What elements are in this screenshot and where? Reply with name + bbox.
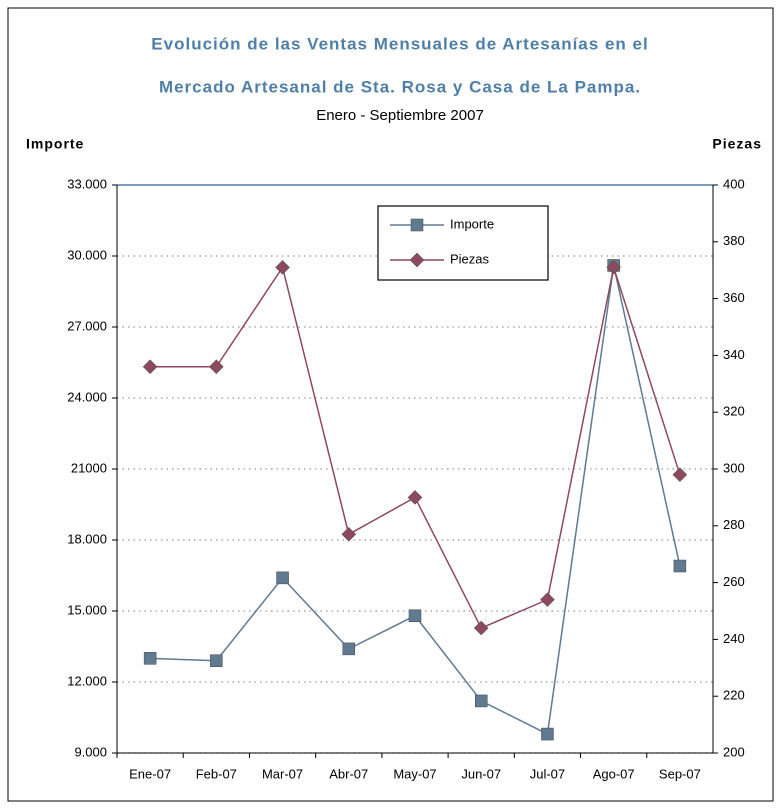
chart-subtitle: Enero - Septiembre 2007 [316, 107, 484, 124]
x-tick-label: Ene-07 [129, 766, 171, 781]
data-point [407, 490, 423, 505]
x-tick-label: Feb-07 [196, 766, 237, 781]
data-point [541, 727, 554, 741]
x-tick-label: Sep-07 [659, 766, 701, 781]
y2-tick-label: 360 [723, 290, 745, 305]
data-point [341, 526, 357, 542]
y-tick-label: 33.000 [67, 176, 107, 191]
data-point [606, 260, 622, 275]
chart-title: Mercado Artesanal de Sta. Rosa y Casa de… [159, 77, 641, 96]
x-tick-label: Jun-07 [461, 766, 501, 781]
chart-border [7, 7, 774, 802]
y-tick-label: 12.000 [67, 673, 107, 688]
y-tick-label: 15.000 [67, 602, 107, 617]
y-tick-label: 24.000 [67, 389, 107, 404]
y2-tick-label: 200 [723, 744, 745, 759]
y-axis-label: Importe [26, 136, 84, 152]
y2-tick-label: 380 [723, 233, 745, 248]
x-tick-label: Jul-07 [530, 766, 565, 781]
data-point [408, 609, 422, 622]
data-point [275, 260, 290, 275]
y-tick-label: 21000 [71, 460, 107, 475]
data-point [540, 592, 555, 607]
data-point [143, 652, 157, 665]
y-tick-label: 30.000 [67, 247, 107, 262]
x-tick-label: Ago-07 [593, 766, 635, 781]
legend-marker [410, 218, 424, 232]
x-tick-label: May-07 [393, 766, 436, 781]
data-point [673, 559, 687, 573]
y-tick-label: 27.000 [67, 318, 107, 333]
legend-label: Piezas [450, 251, 490, 266]
chart-title: Evolución de las Ventas Mensuales de Art… [151, 34, 648, 53]
y-tick-label: 9.000 [74, 744, 107, 759]
legend-marker [409, 252, 425, 268]
x-tick-label: Abr-07 [329, 766, 368, 781]
data-point [342, 642, 356, 656]
legend-box [377, 205, 549, 281]
data-point [142, 359, 158, 375]
y2-tick-label: 340 [723, 347, 745, 362]
data-point [474, 694, 488, 708]
y2-tick-label: 320 [723, 404, 745, 419]
y2-tick-label: 260 [723, 574, 745, 589]
y2-tick-label: 280 [723, 517, 745, 532]
y2-axis-label: Piezas [712, 136, 762, 152]
data-point [208, 359, 224, 375]
y2-tick-label: 240 [723, 631, 745, 646]
data-point [672, 467, 688, 483]
data-point [276, 571, 289, 585]
data-point [473, 620, 489, 636]
y-tick-label: 18.000 [67, 531, 107, 546]
x-tick-label: Mar-07 [262, 766, 303, 781]
data-point [210, 654, 223, 667]
legend-label: Importe [450, 216, 494, 231]
y2-tick-label: 300 [723, 460, 745, 475]
y2-tick-label: 220 [723, 688, 745, 703]
y2-tick-label: 400 [723, 176, 745, 191]
